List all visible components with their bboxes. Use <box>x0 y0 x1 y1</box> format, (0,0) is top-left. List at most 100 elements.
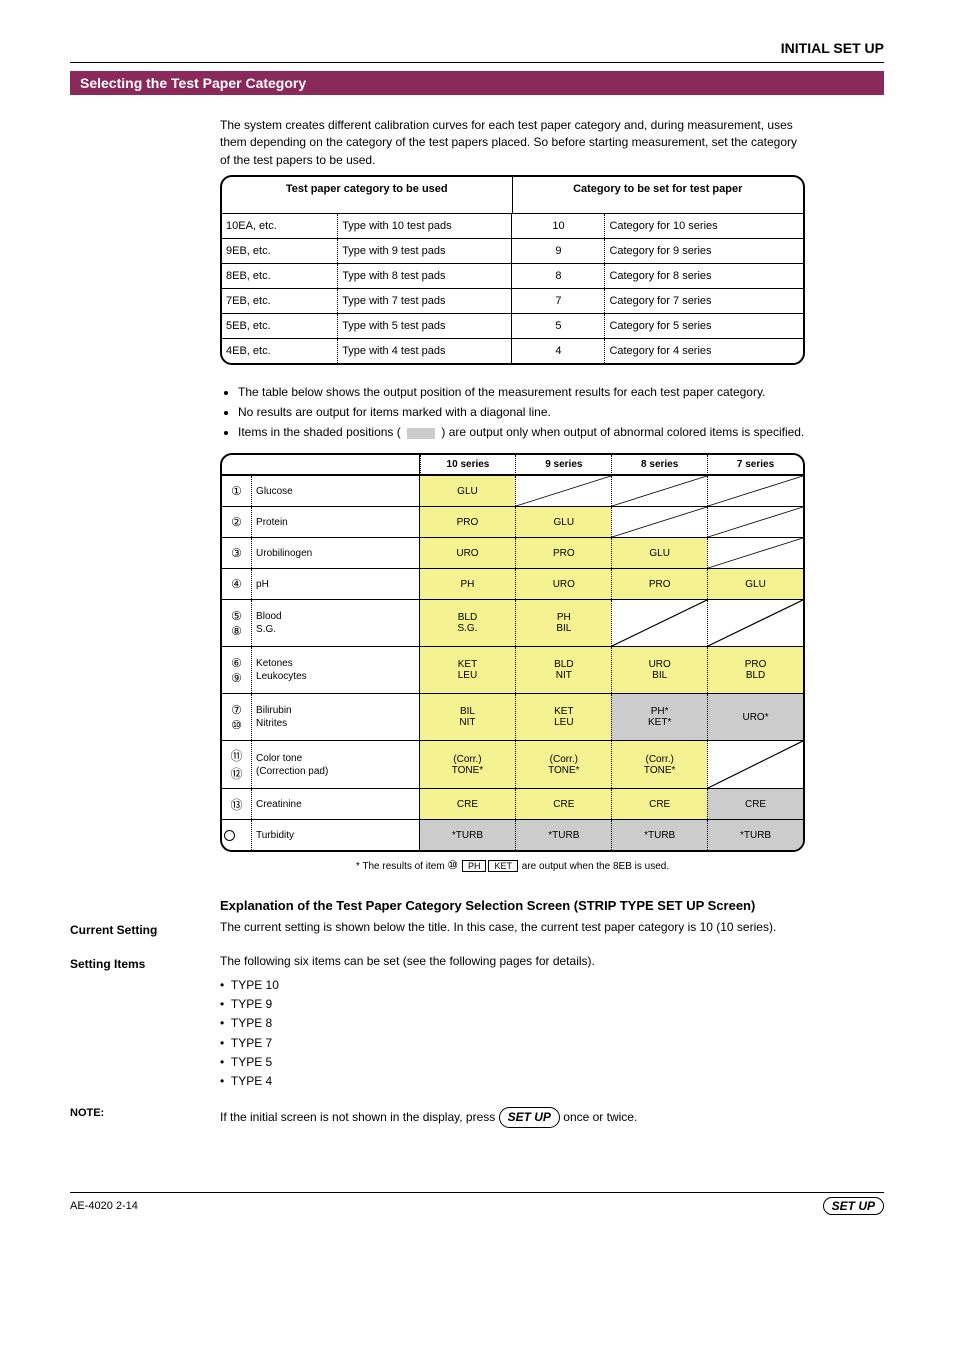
table-cell: BILNIT <box>420 694 516 740</box>
row-label: Glucose <box>251 476 419 506</box>
table-cell <box>611 476 707 506</box>
explain-title: Explanation of the Test Paper Category S… <box>220 898 805 913</box>
setting-item: • TYPE 7 <box>220 1034 805 1053</box>
table-row: ⑥⑨KetonesLeukocytesKETLEUBLDNITUROBILPRO… <box>222 646 803 693</box>
setting-items-list: • TYPE 10• TYPE 9• TYPE 8• TYPE 7• TYPE … <box>220 976 805 1091</box>
table-cell: KETLEU <box>420 647 516 693</box>
row-label: BloodS.G. <box>251 600 419 646</box>
table-cell: (Corr.)TONE* <box>515 741 611 788</box>
setting-item: • TYPE 4 <box>220 1072 805 1091</box>
row-number: ② <box>222 507 251 537</box>
table-row: ⑦⑩BilirubinNitritesBILNITKETLEUPH*KET*UR… <box>222 693 803 740</box>
bullet-2: No results are output for items marked w… <box>238 403 805 421</box>
row-label: pH <box>251 569 419 599</box>
setting-items-label: Setting Items <box>70 957 210 971</box>
setup-button-inline: SET UP <box>499 1107 560 1128</box>
table-cell: *TURB <box>611 820 707 850</box>
section-bar: Selecting the Test Paper Category <box>70 71 884 95</box>
table-cell <box>611 507 707 537</box>
setting-items-intro: The following six items can be set (see … <box>220 953 805 970</box>
t1-header-right: Category to be set for test paper <box>513 177 804 214</box>
table-row: 9EB, etc.Type with 9 test pads9Category … <box>222 238 803 263</box>
table-row: ⑪⑫Color tone(Correction pad)(Corr.)TONE*… <box>222 740 803 788</box>
current-setting-text: The current setting is shown below the t… <box>220 919 805 936</box>
table-cell: GLU <box>420 476 516 506</box>
table-row: ⑤⑧BloodS.G.BLDS.G.PHBIL <box>222 599 803 646</box>
row-number: ⑦⑩ <box>222 694 251 740</box>
table-row: ④pHPHUROPROGLU <box>222 568 803 599</box>
row-number: ① <box>222 476 251 506</box>
table-cell: PRO <box>420 507 516 537</box>
table-cell: *TURB <box>420 820 516 850</box>
row-number: ⑤⑧ <box>222 600 251 646</box>
table-row: 5EB, etc.Type with 5 test pads5Category … <box>222 313 803 338</box>
row-label: Turbidity <box>251 820 419 850</box>
table-cell: GLU <box>515 507 611 537</box>
table-cell: GLU <box>707 569 803 599</box>
table2-footnote: * The results of item ⑩ PHKET are output… <box>220 858 805 872</box>
setting-item: • TYPE 5 <box>220 1053 805 1072</box>
t1-header-left: Test paper category to be used <box>222 177 513 214</box>
output-position-table: 10 series 9 series 8 series 7 series ①Gl… <box>220 453 805 852</box>
table-cell: CRE <box>420 789 516 819</box>
table-cell <box>707 476 803 506</box>
table-cell <box>707 538 803 568</box>
table-cell <box>707 600 803 646</box>
table-cell: PH <box>420 569 516 599</box>
table-cell: BLDS.G. <box>420 600 516 646</box>
table-row: 7EB, etc.Type with 7 test pads7Category … <box>222 288 803 313</box>
table-cell: CRE <box>707 789 803 819</box>
table-cell: (Corr.)TONE* <box>611 741 707 788</box>
setting-item: • TYPE 9 <box>220 995 805 1014</box>
table-row: Turbidity*TURB*TURB*TURB*TURB <box>222 819 803 850</box>
table-row: 10EA, etc.Type with 10 test pads10Catego… <box>222 214 803 238</box>
setting-item: • TYPE 10 <box>220 976 805 995</box>
table-cell: PRO <box>515 538 611 568</box>
row-number: ④ <box>222 569 251 599</box>
table-row: 4EB, etc.Type with 4 test pads4Category … <box>222 338 803 363</box>
current-setting-label: Current Setting <box>70 923 210 937</box>
row-label: Urobilinogen <box>251 538 419 568</box>
row-number: ③ <box>222 538 251 568</box>
table-row: ⑬CreatinineCRECRECRECRE <box>222 788 803 819</box>
table-cell <box>611 600 707 646</box>
page-footer: AE-4020 2-14 SET UP <box>70 1192 884 1215</box>
bullet-1: The table below shows the output positio… <box>238 383 805 401</box>
row-number: ⑬ <box>222 789 251 819</box>
footer-setup-pill: SET UP <box>823 1197 884 1215</box>
bullet-3: Items in the shaded positions ( ) are ou… <box>238 423 805 441</box>
t2-header-7: 7 series <box>707 455 803 475</box>
table-cell: PRO <box>611 569 707 599</box>
bullet-list: The table below shows the output positio… <box>220 383 805 441</box>
table-row: ③UrobilinogenUROPROGLU <box>222 537 803 568</box>
table-cell: URO <box>515 569 611 599</box>
table-cell: PHBIL <box>515 600 611 646</box>
table-row: ②ProteinPROGLU <box>222 506 803 537</box>
table-row: 8EB, etc.Type with 8 test pads8Category … <box>222 263 803 288</box>
t2-header-8: 8 series <box>611 455 707 475</box>
table-cell: URO* <box>707 694 803 740</box>
header-rule <box>70 62 884 63</box>
table-cell: PH*KET* <box>611 694 707 740</box>
footer-pagenum: AE-4020 2-14 <box>70 1200 138 1212</box>
note-text: If the initial screen is not shown in th… <box>220 1107 805 1128</box>
t2-header-blank <box>222 455 420 475</box>
table-cell: URO <box>420 538 516 568</box>
table-cell: *TURB <box>707 820 803 850</box>
table-cell <box>707 507 803 537</box>
table-cell: CRE <box>515 789 611 819</box>
row-label: Creatinine <box>251 789 419 819</box>
table-cell: *TURB <box>515 820 611 850</box>
table-cell: UROBIL <box>611 647 707 693</box>
note-label: NOTE: <box>70 1107 210 1119</box>
row-number <box>222 820 251 850</box>
setting-item: • TYPE 8 <box>220 1014 805 1033</box>
row-number: ⑥⑨ <box>222 647 251 693</box>
t2-header-9: 9 series <box>515 455 611 475</box>
header-title: INITIAL SET UP <box>70 40 884 56</box>
table-cell: KETLEU <box>515 694 611 740</box>
table-cell: CRE <box>611 789 707 819</box>
table-cell: (Corr.)TONE* <box>420 741 516 788</box>
paper-category-table: Test paper category to be used Category … <box>220 175 805 365</box>
table-cell: GLU <box>611 538 707 568</box>
